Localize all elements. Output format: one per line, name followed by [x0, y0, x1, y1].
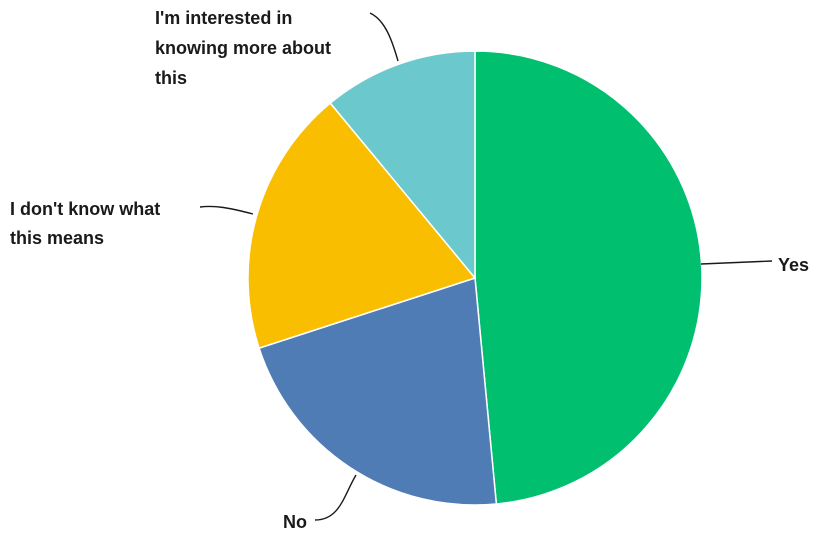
slice-label-interested-line1: I'm interested in: [155, 8, 292, 28]
slice-label-interested-line2: knowing more about: [155, 38, 331, 58]
slice-label-yes: Yes: [778, 255, 809, 275]
leader-line-no: [314, 474, 357, 521]
slice-label-no: No: [283, 512, 307, 532]
slice-label-dont-know: I don't know what this means: [10, 199, 165, 248]
pie-slice-3: [329, 50, 476, 281]
pie-slices: [247, 50, 703, 506]
leader-line-yes: [700, 260, 773, 265]
slice-label-dont-know-line2: this means: [10, 228, 104, 248]
pie-slice-0: [474, 50, 703, 505]
slice-label-dont-know-line1: I don't know what: [10, 199, 160, 219]
leader-line-dont-know: [199, 205, 254, 215]
slice-label-interested-line3: this: [155, 68, 187, 88]
pie-slice-2: [247, 102, 477, 350]
leader-line-interested: [369, 12, 399, 62]
slice-label-interested: I'm interested in knowing more about thi…: [155, 8, 336, 88]
pie-slice-1: [258, 276, 498, 506]
